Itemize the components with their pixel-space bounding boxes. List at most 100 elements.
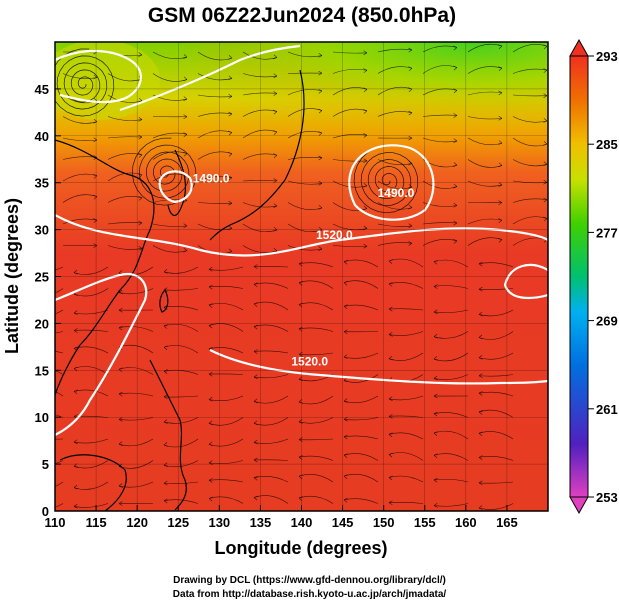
streamline-arrowhead-105 bbox=[318, 246, 323, 251]
streamline-arrowhead-28 bbox=[318, 88, 323, 94]
streamline-59 bbox=[242, 153, 278, 160]
streamline-237 bbox=[298, 495, 334, 504]
coastline-asia bbox=[55, 139, 155, 396]
streamline-138 bbox=[298, 302, 334, 311]
streamline-87 bbox=[512, 198, 548, 203]
streamline-arrowhead-209 bbox=[478, 431, 483, 437]
streamline-160 bbox=[298, 352, 334, 356]
streamline-130 bbox=[433, 285, 469, 289]
streamline-96 bbox=[422, 222, 458, 225]
streamline-arrowhead-152 bbox=[388, 331, 393, 337]
streamline-arrowhead-205 bbox=[298, 437, 303, 442]
streamline-78 bbox=[107, 196, 143, 203]
streamline-121 bbox=[55, 288, 64, 294]
streamline-arrowhead-237 bbox=[253, 495, 258, 501]
streamline-arrowhead-46 bbox=[138, 134, 143, 140]
streamline-arrowhead-61 bbox=[318, 155, 323, 161]
streamline-arrowhead-118 bbox=[343, 259, 348, 265]
streamline-arrowhead-15 bbox=[228, 75, 233, 81]
streamline-arrowhead-153 bbox=[433, 333, 438, 339]
streamline-228 bbox=[388, 475, 424, 483]
streamline-arrowhead-229 bbox=[388, 475, 393, 481]
streamline-202 bbox=[208, 438, 244, 447]
streamline-arrowhead-34 bbox=[93, 118, 98, 124]
streamline-arrowhead-72 bbox=[318, 180, 323, 186]
streamline-52 bbox=[422, 137, 458, 143]
streamline-arrowhead-233 bbox=[73, 503, 78, 509]
streamline-arrowhead-108 bbox=[453, 239, 458, 244]
streamline-184 bbox=[388, 395, 424, 401]
x-tick-label: 130 bbox=[208, 515, 230, 530]
streamline-arrowhead-239 bbox=[343, 497, 348, 503]
streamline-arrowhead-182 bbox=[253, 398, 258, 404]
contour-north-ridge bbox=[55, 49, 142, 104]
streamline-arrowhead-109 bbox=[498, 237, 503, 243]
streamline-66 bbox=[62, 173, 98, 182]
streamline-167 bbox=[118, 367, 154, 375]
y-tick-label: 40 bbox=[35, 129, 49, 144]
y-tick-label: 0 bbox=[42, 504, 49, 519]
streamline-208 bbox=[478, 431, 514, 440]
streamline-arrowhead-184 bbox=[343, 398, 348, 403]
streamline-arrowhead-24 bbox=[138, 97, 143, 103]
coastline-borneo bbox=[59, 454, 127, 511]
streamline-175 bbox=[478, 374, 514, 377]
streamline-32 bbox=[512, 94, 548, 97]
streamline-2 bbox=[152, 51, 188, 60]
streamline-arrowhead-231 bbox=[478, 480, 483, 486]
streamline-arrowhead-48 bbox=[228, 130, 233, 136]
x-tick-label: 155 bbox=[414, 515, 436, 530]
streamline-159 bbox=[253, 350, 289, 354]
streamline-arrowhead-232 bbox=[29, 506, 33, 510]
streamline-arrowhead-235 bbox=[163, 498, 168, 504]
streamline-82 bbox=[287, 202, 323, 210]
streamline-arrowhead-57 bbox=[138, 153, 143, 158]
streamline-arrowhead-137 bbox=[208, 303, 213, 308]
streamline-234 bbox=[163, 499, 199, 504]
streamline-arrowhead-186 bbox=[433, 393, 438, 399]
streamline-arrowhead-101 bbox=[138, 245, 143, 251]
streamline-4 bbox=[242, 51, 278, 60]
streamline-arrowhead-206 bbox=[343, 434, 348, 440]
streamline-arrowhead-180 bbox=[163, 394, 168, 400]
streamline-126 bbox=[253, 282, 289, 289]
streamline-arrowhead-236 bbox=[208, 496, 213, 502]
streamline-arrowhead-78 bbox=[93, 194, 98, 200]
streamline-44 bbox=[62, 137, 98, 141]
streamline-arrowhead-150 bbox=[298, 326, 303, 332]
streamline-arrowhead-148 bbox=[208, 323, 213, 329]
streamline-200 bbox=[118, 438, 154, 447]
streamline-215 bbox=[298, 455, 334, 461]
streamline-196 bbox=[433, 412, 469, 418]
streamline-arrowhead-91 bbox=[183, 223, 188, 229]
colorbar-tick-label: 253 bbox=[596, 490, 618, 505]
streamline-arrowhead-145 bbox=[73, 328, 78, 333]
streamline-75 bbox=[467, 180, 503, 187]
streamline-arrowhead-190 bbox=[118, 416, 123, 422]
streamline-206 bbox=[388, 432, 424, 440]
streamline-226 bbox=[298, 474, 334, 483]
map-title: GSM 06Z22Jun2024 (850.0hPa) bbox=[148, 4, 456, 27]
streamline-arrowhead-200 bbox=[73, 439, 78, 445]
coastline-korea bbox=[167, 149, 186, 217]
streamline-arrowhead-162 bbox=[343, 354, 348, 359]
credit-data-source: Data from http://database.rish.kyoto-u.a… bbox=[172, 589, 447, 600]
streamline-5 bbox=[287, 51, 323, 58]
streamline-arrowhead-9 bbox=[453, 45, 458, 51]
cyclone-spiral-west bbox=[131, 137, 197, 206]
streamline-103 bbox=[242, 245, 278, 253]
streamline-97 bbox=[467, 218, 503, 225]
y-tick-label: 35 bbox=[35, 176, 49, 191]
streamline-205 bbox=[343, 435, 379, 440]
streamline-115 bbox=[253, 266, 289, 268]
streamline-10 bbox=[512, 44, 548, 53]
streamline-arrowhead-73 bbox=[363, 183, 368, 188]
streamline-231 bbox=[55, 503, 64, 508]
streamline-arrowhead-97 bbox=[453, 220, 458, 226]
streamline-arrowhead-151 bbox=[343, 329, 348, 335]
streamline-arrowhead-220 bbox=[478, 455, 483, 460]
streamline-27 bbox=[287, 89, 323, 96]
streamline-161 bbox=[343, 352, 379, 359]
x-tick-label: 145 bbox=[332, 515, 354, 530]
streamline-arrowhead-2 bbox=[138, 52, 143, 57]
